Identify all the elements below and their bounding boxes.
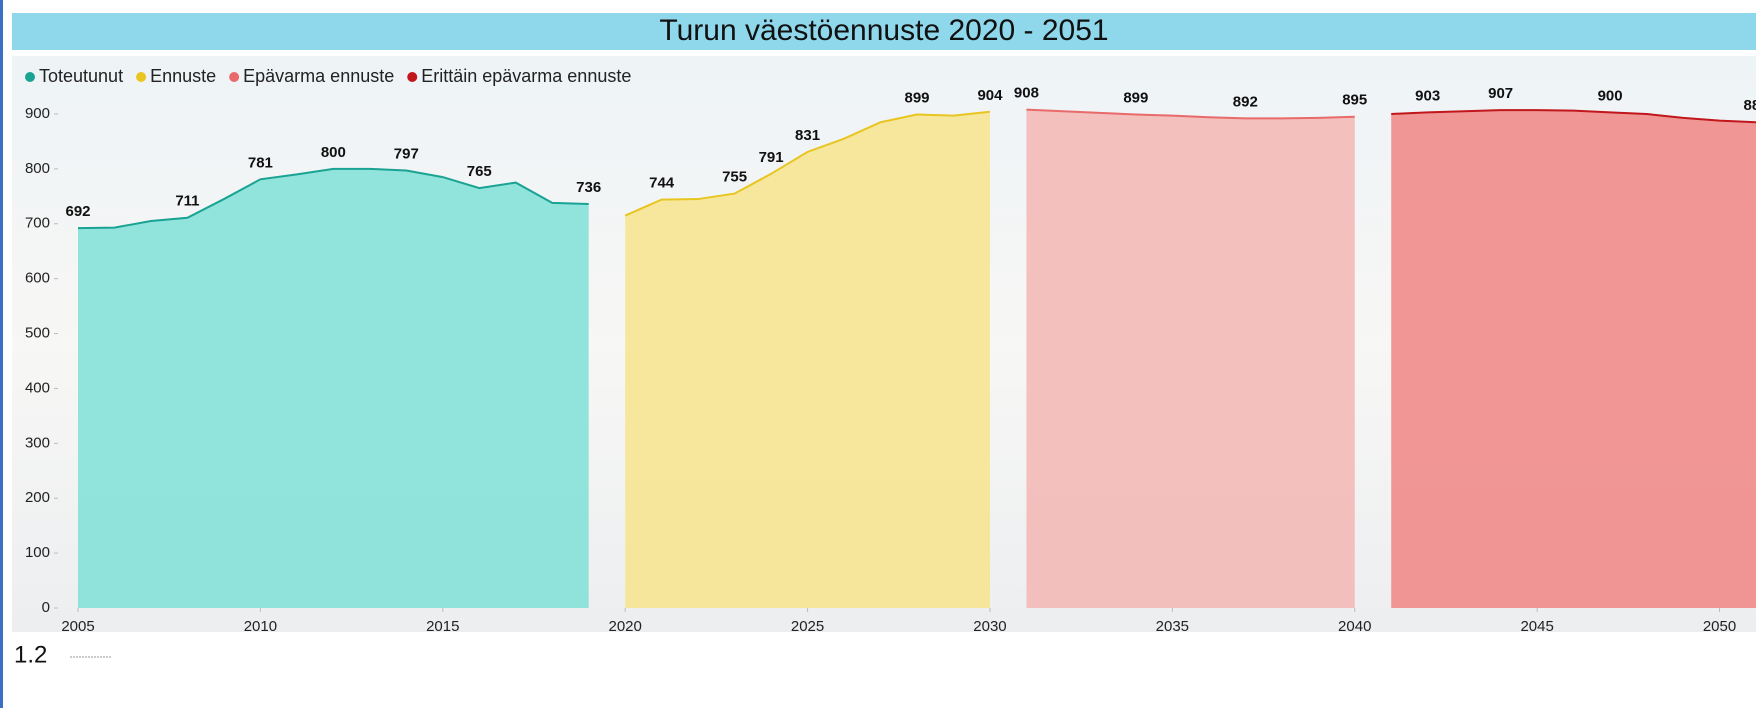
x-tick-label: 2005 xyxy=(61,618,94,635)
y-tick-label: 500 xyxy=(25,325,50,342)
data-label: 736 xyxy=(576,179,601,196)
y-tick-label: 900 xyxy=(25,105,50,122)
x-tick-label: 2035 xyxy=(1156,618,1189,635)
data-label: 908 xyxy=(1014,85,1039,102)
x-tick-label: 2025 xyxy=(791,618,824,635)
x-tick-label: 2030 xyxy=(973,618,1006,635)
data-label: 899 xyxy=(1123,89,1148,106)
x-tick-label: 2040 xyxy=(1338,618,1371,635)
x-tick-label: 2050 xyxy=(1703,618,1736,635)
data-label: 765 xyxy=(467,163,492,180)
data-label: 904 xyxy=(977,87,1003,104)
x-tick-label: 2045 xyxy=(1520,618,1553,635)
x-tick-label: 2020 xyxy=(608,618,641,635)
legend-marker xyxy=(136,72,146,82)
x-tick-label: 2015 xyxy=(426,618,459,635)
y-tick-label: 600 xyxy=(25,270,50,287)
legend-marker xyxy=(25,72,35,82)
data-label: 895 xyxy=(1342,92,1367,109)
legend-label: Erittäin epävarma ennuste xyxy=(421,66,631,86)
data-label: 892 xyxy=(1233,93,1258,110)
area-fill xyxy=(1026,110,1354,608)
area-fill xyxy=(78,169,589,608)
data-label: 800 xyxy=(321,144,346,161)
data-label: 900 xyxy=(1598,87,1623,104)
data-label: 907 xyxy=(1488,85,1513,102)
data-label: 885 xyxy=(1743,97,1756,114)
legend-marker xyxy=(407,72,417,82)
y-tick-label: 300 xyxy=(25,434,50,451)
y-tick-label: 100 xyxy=(25,544,50,561)
legend-label: Epävarma ennuste xyxy=(243,66,394,86)
data-label: 781 xyxy=(248,154,273,171)
x-tick-label: 2010 xyxy=(244,618,277,635)
data-label: 692 xyxy=(65,203,90,220)
y-tick-label: 200 xyxy=(25,489,50,506)
data-label: 831 xyxy=(795,127,820,144)
legend-marker xyxy=(229,72,239,82)
footer-label: 1.2 xyxy=(14,641,47,668)
data-label: 755 xyxy=(722,169,747,186)
data-label: 791 xyxy=(759,149,784,166)
legend-label: Toteutunut xyxy=(39,66,123,86)
legend-label: Ennuste xyxy=(150,66,216,86)
left-border xyxy=(0,0,3,708)
y-tick-label: 800 xyxy=(25,160,50,177)
area-fill xyxy=(1391,110,1756,608)
data-label: 899 xyxy=(904,89,929,106)
data-label: 797 xyxy=(394,145,419,162)
y-tick-label: 400 xyxy=(25,379,50,396)
y-tick-label: 0 xyxy=(42,599,50,616)
data-label: 903 xyxy=(1415,87,1440,104)
y-tick-label: 700 xyxy=(25,215,50,232)
chart-title: Turun väestöennuste 2020 - 2051 xyxy=(659,14,1108,47)
chart: Turun väestöennuste 2020 - 2051 1.2 0 100… xyxy=(0,0,1756,708)
data-label: 744 xyxy=(649,175,675,192)
data-label: 711 xyxy=(175,193,199,210)
page: Turun väestöennuste 2020 - 2051 1.2 0 100… xyxy=(0,0,1756,708)
